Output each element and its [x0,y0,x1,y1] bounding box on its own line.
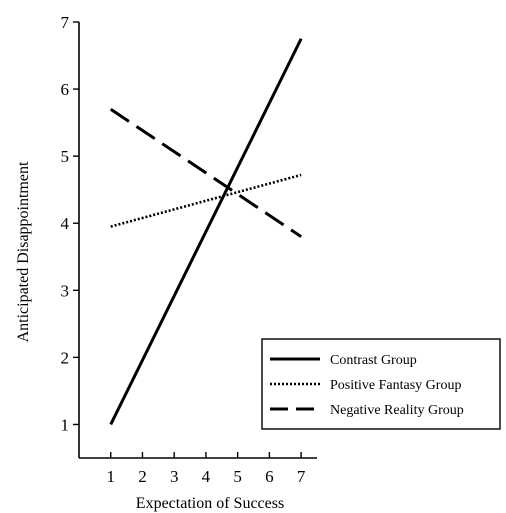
legend: Contrast Group Positive Fantasy Group Nega… [261,338,501,430]
x-tick-label: 1 [106,467,115,486]
y-tick-label: 3 [61,281,70,300]
x-axis-title: Expectation of Success [136,495,284,512]
y-tick-label: 6 [61,80,70,99]
x-tick-label: 4 [202,467,211,486]
y-tick-label: 5 [61,147,70,166]
x-tick-label: 5 [233,467,242,486]
legend-label: Negative Reality Group [330,403,464,418]
ticks: 1 2 3 4 5 6 7 1 2 3 4 5 6 7 [61,13,306,486]
x-tick-label: 2 [138,467,147,486]
y-tick-label: 1 [61,415,70,434]
legend-box [261,338,501,430]
legend-label: Contrast Group [330,353,417,368]
legend-label: Positive Fantasy Group [330,378,461,393]
y-tick-label: 2 [61,348,70,367]
legend-items: Contrast Group Positive Fantasy Group Nega… [270,353,464,418]
series-line-positive-fantasy-group [110,173,302,228]
y-tick-label: 4 [61,214,70,233]
x-tick-label: 7 [297,467,306,486]
y-axis-title: Anticipated Disappointment [15,161,32,342]
series-line-contrast-group [109,38,303,426]
y-tick-label: 7 [61,13,70,32]
series-layer [109,38,303,426]
series-line-negative-reality-group [109,107,302,238]
axes [78,22,317,459]
x-tick-label: 6 [265,467,274,486]
x-tick-label: 3 [170,467,179,486]
